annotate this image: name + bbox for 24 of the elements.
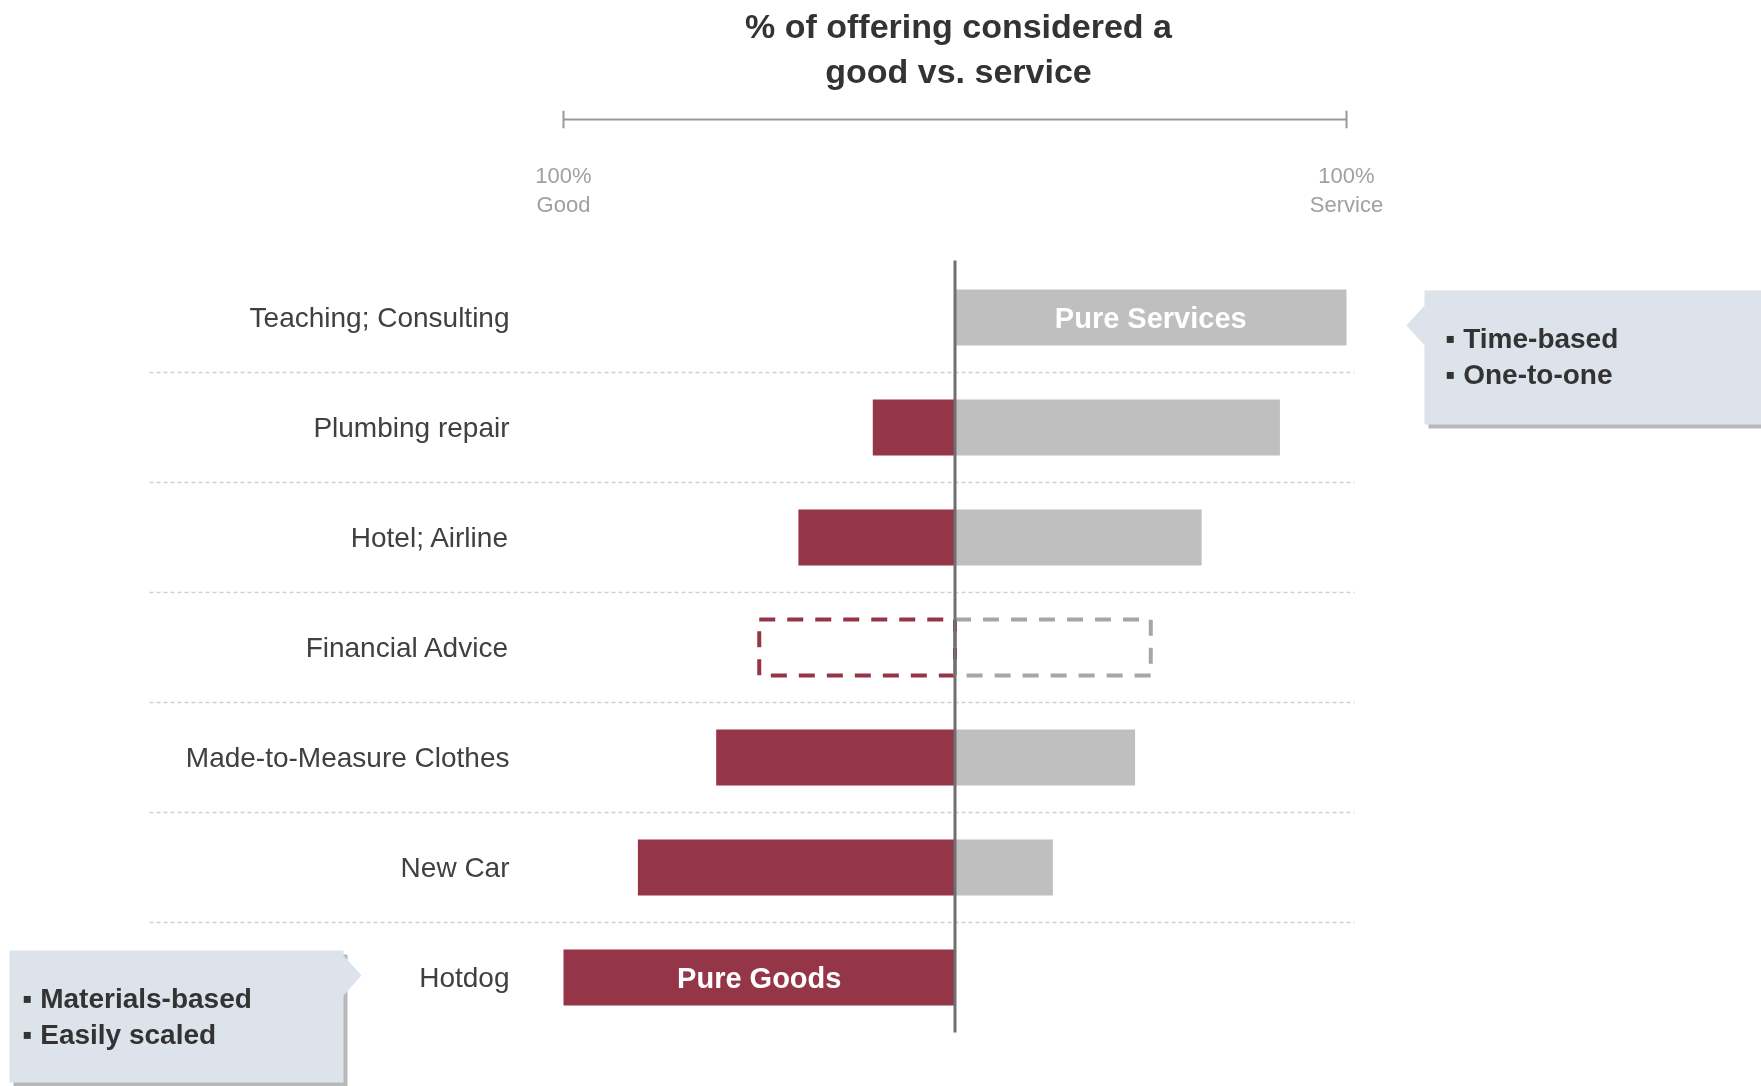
bar <box>955 729 1136 786</box>
x-tick-label: 100% Service <box>1309 163 1384 217</box>
bar <box>955 289 1347 346</box>
annotation: Pure Services <box>1054 301 1247 334</box>
y-tick-label: Made-to-Measure Clothes <box>185 742 510 773</box>
bar <box>637 839 955 896</box>
x-tick-label: 100% Good <box>535 163 592 217</box>
bar <box>563 949 955 1006</box>
y-tick-label: Financial Advice <box>305 632 508 663</box>
y-tick-label: Teaching; Consulting <box>249 302 510 333</box>
bar <box>955 399 1280 456</box>
bar <box>872 399 955 456</box>
y-tick-label: New Car <box>400 852 510 883</box>
text: ▪ Materials-based ▪ Easily scaled <box>22 983 252 1050</box>
chart-title: % of offering considered a good vs. service <box>745 6 1174 90</box>
y-tick-label: Hotdog <box>419 962 510 993</box>
bar <box>955 839 1053 896</box>
bar <box>955 509 1202 566</box>
bar <box>798 509 955 566</box>
text: ▪ Time-based ▪ One-to-one <box>1445 323 1619 390</box>
y-tick-label: Plumbing repair <box>313 412 510 443</box>
annotation: Pure Goods <box>677 961 842 994</box>
bar <box>716 729 955 786</box>
y-tick-label: Hotel; Airline <box>350 522 508 553</box>
